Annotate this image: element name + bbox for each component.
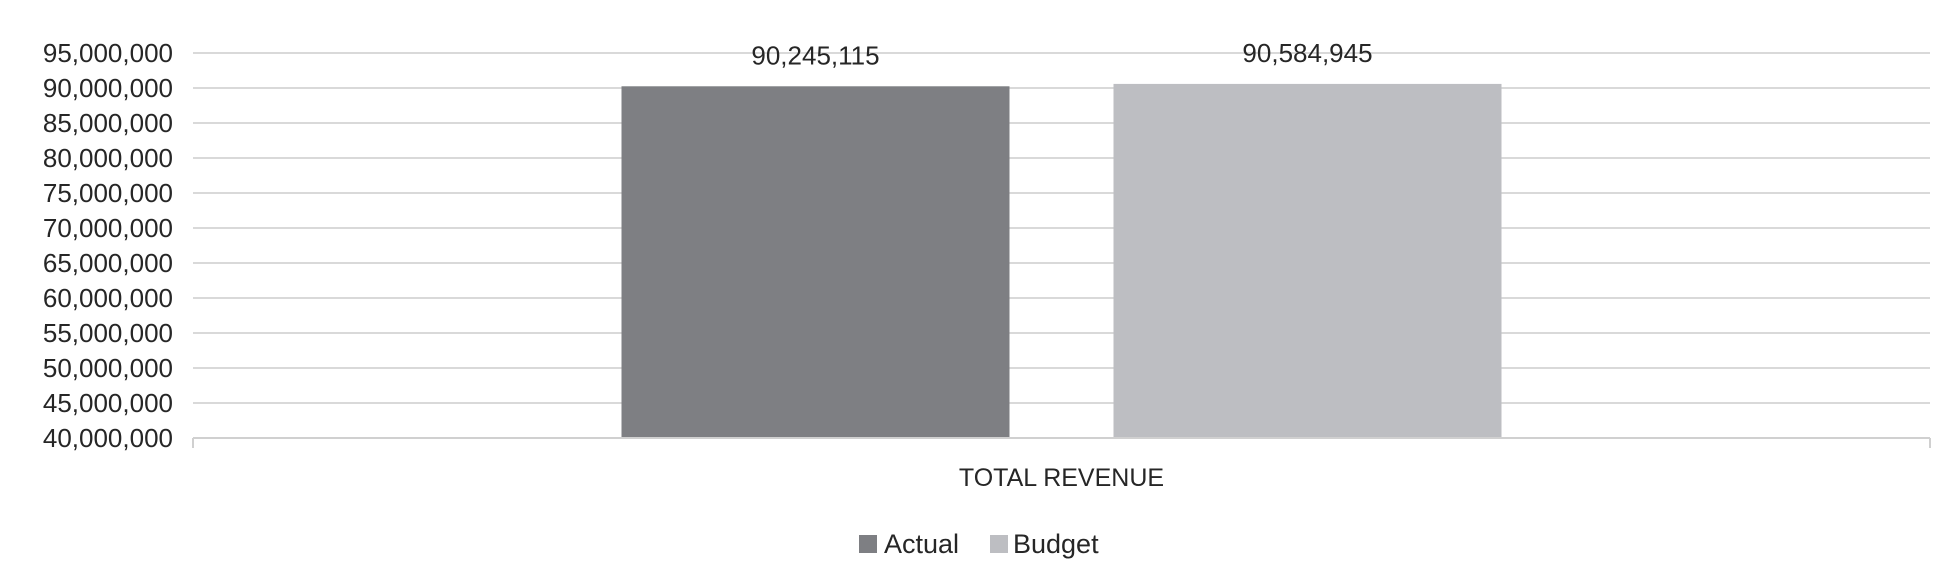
y-tick-label: 80,000,000: [43, 143, 173, 173]
x-axis: TOTAL REVENUE: [192, 437, 1931, 492]
y-tick-label: 65,000,000: [43, 248, 173, 278]
y-tick-label: 55,000,000: [43, 318, 173, 348]
data-labels: 90,245,115 90,584,945: [751, 38, 1372, 70]
y-axis: 40,000,000 45,000,000 50,000,000 55,000,000…: [43, 38, 173, 453]
y-tick-label: 70,000,000: [43, 213, 173, 243]
data-label-budget: 90,584,945: [1242, 38, 1372, 68]
data-label-actual: 90,245,115: [751, 40, 879, 70]
legend-label-actual: Actual: [884, 529, 959, 559]
y-tick-label: 40,000,000: [43, 423, 173, 453]
y-tick-label: 75,000,000: [43, 178, 173, 208]
x-category-label: TOTAL REVENUE: [959, 464, 1164, 492]
y-tick-label: 45,000,000: [43, 388, 173, 418]
bar-actual: [621, 86, 1010, 439]
y-tick-label: 50,000,000: [43, 353, 173, 383]
y-tick-label: 85,000,000: [43, 108, 173, 138]
legend-swatch-actual: [859, 535, 877, 553]
y-tick-label: 95,000,000: [43, 38, 173, 68]
y-tick-label: 60,000,000: [43, 283, 173, 313]
bars: [621, 83, 1502, 439]
y-tick-label: 90,000,000: [43, 73, 173, 103]
bar-budget: [1113, 83, 1502, 438]
gridlines: [193, 52, 1930, 404]
legend-swatch-budget: [990, 535, 1008, 553]
legend-label-budget: Budget: [1013, 529, 1099, 559]
legend: Actual Budget: [859, 529, 1099, 559]
